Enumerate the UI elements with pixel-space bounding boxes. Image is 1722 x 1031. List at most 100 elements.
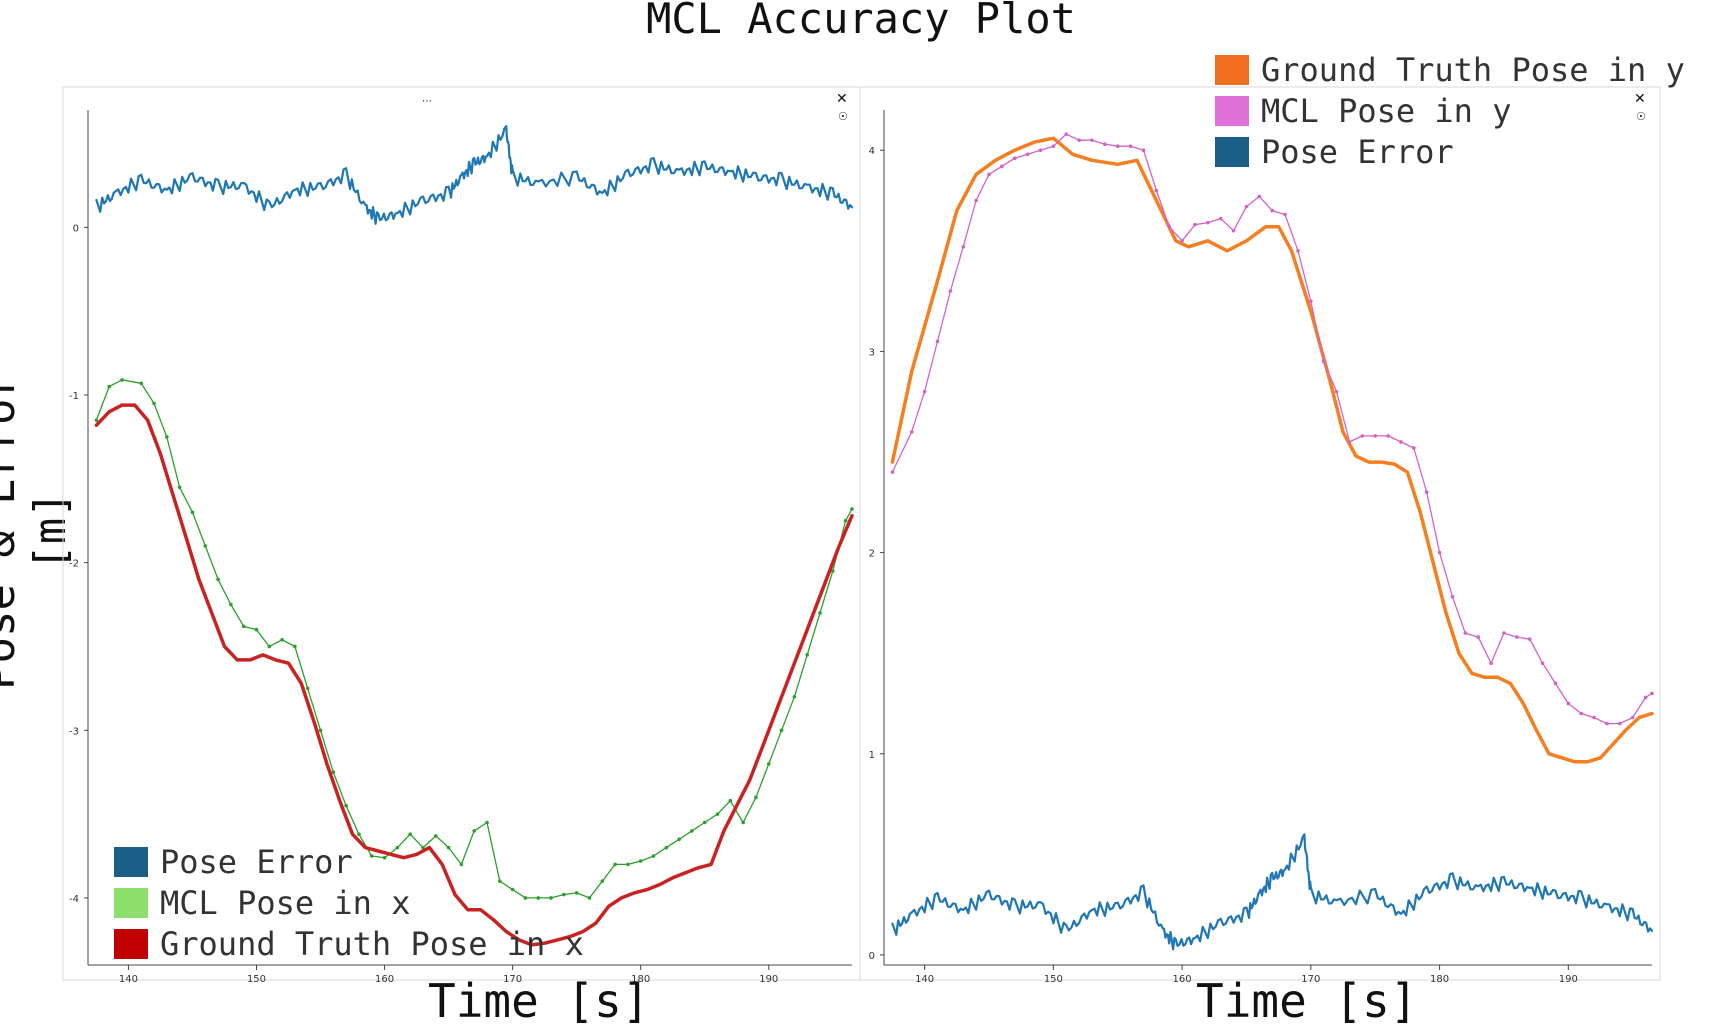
legend-label: Pose Error	[1261, 132, 1454, 171]
right-legend: Ground Truth Pose in y MCL Pose in y Pos…	[1215, 49, 1685, 172]
data-point	[1012, 156, 1017, 161]
data-point	[638, 859, 643, 863]
data-point	[850, 507, 854, 511]
data-point	[190, 510, 195, 515]
data-point	[1643, 695, 1648, 700]
data-point	[1103, 142, 1107, 146]
data-point	[1000, 164, 1004, 169]
legend-label: Pose Error	[160, 842, 353, 881]
x-tick-label: 140	[119, 974, 138, 985]
data-point	[1115, 144, 1120, 149]
data-point	[1244, 204, 1249, 209]
legend-label: Ground Truth Pose in y	[1261, 50, 1685, 89]
data-point	[1412, 446, 1416, 450]
data-point	[94, 418, 99, 422]
y-tick-label: -4	[69, 894, 79, 905]
data-point	[922, 389, 927, 394]
data-point	[1321, 359, 1326, 364]
legend-item: Ground Truth Pose in y	[1215, 49, 1685, 90]
left-close-icon[interactable]: ✕	[836, 91, 848, 107]
data-point	[549, 896, 553, 900]
right-panel-frame	[859, 86, 1661, 981]
series-line-pose-error	[95, 125, 854, 225]
data-point	[1296, 249, 1300, 253]
data-point	[974, 198, 978, 203]
data-point	[267, 644, 272, 649]
data-point	[395, 845, 400, 850]
legend-item: Pose Error	[1215, 131, 1685, 172]
y-tick-label: 0	[869, 951, 875, 962]
legend-swatch	[114, 887, 148, 918]
data-point	[1180, 238, 1184, 243]
data-point	[754, 795, 758, 800]
x-tick-label: 140	[915, 974, 934, 985]
data-point	[664, 845, 669, 850]
data-point	[1231, 228, 1236, 233]
y-tick-label: -3	[69, 726, 79, 737]
right-close-icon[interactable]: ✕	[1634, 91, 1646, 107]
data-point	[1064, 132, 1069, 136]
legend-label: MCL Pose in x	[160, 883, 411, 922]
data-point	[1193, 222, 1197, 227]
x-tick-label: 170	[1301, 974, 1320, 985]
x-tick-label: 160	[1173, 974, 1192, 985]
data-point	[280, 637, 284, 642]
legend-item: MCL Pose in y	[1215, 90, 1685, 131]
data-point	[1167, 224, 1172, 229]
data-point	[254, 627, 259, 632]
x-tick-label: 150	[1044, 974, 1063, 985]
data-point	[987, 172, 991, 177]
data-point	[177, 485, 182, 490]
data-point	[562, 892, 566, 897]
data-point	[536, 896, 541, 900]
data-point	[1025, 152, 1030, 157]
data-point	[766, 762, 771, 766]
legend-swatch	[1215, 95, 1249, 126]
legend-item: Ground Truth Pose in x	[114, 923, 584, 964]
data-point	[587, 896, 592, 900]
data-point	[702, 820, 707, 825]
series-line-ground-truth-pose-in-y	[890, 136, 1654, 764]
data-point	[1373, 434, 1378, 438]
data-point	[1527, 637, 1532, 641]
chart-title: MCL Accuracy Plot	[646, 0, 1076, 43]
right-gear-icon[interactable]: ☉	[1636, 110, 1646, 123]
data-point	[626, 862, 630, 867]
data-point	[1553, 681, 1558, 686]
data-point	[677, 837, 681, 842]
data-point	[1437, 550, 1442, 555]
right-ticks: 140 150 160 170 180 190 0 1 2 3 4	[869, 146, 1578, 985]
x-tick-label: 170	[503, 974, 522, 985]
legend-label: MCL Pose in y	[1261, 91, 1512, 130]
data-point	[408, 832, 412, 837]
data-point	[574, 891, 579, 895]
data-point	[779, 728, 784, 733]
legend-swatch	[1215, 136, 1249, 167]
left-menu-icon[interactable]: ⋯	[422, 96, 432, 107]
data-point	[1051, 144, 1056, 149]
data-point	[1141, 148, 1146, 153]
legend-item: Pose Error	[114, 841, 584, 882]
data-point	[1386, 434, 1390, 438]
legend-swatch	[114, 928, 148, 959]
y-tick-label: 4	[869, 146, 875, 157]
data-point	[1502, 631, 1506, 635]
data-point	[305, 686, 310, 691]
x-tick-label: 150	[247, 974, 266, 985]
data-point	[890, 470, 895, 474]
data-point	[1154, 188, 1159, 193]
x-tick-label: 160	[375, 974, 394, 985]
legend-swatch	[114, 846, 148, 877]
data-point	[357, 832, 361, 837]
data-point	[120, 378, 124, 382]
data-point	[613, 862, 617, 867]
data-point	[1334, 389, 1339, 394]
data-point	[1347, 440, 1352, 444]
left-legend: Pose Error MCL Pose in x Ground Truth Po…	[114, 841, 584, 964]
left-gear-icon[interactable]: ☉	[838, 110, 848, 123]
data-point	[1579, 711, 1583, 716]
data-point	[818, 611, 822, 615]
data-point	[1128, 144, 1133, 149]
data-point	[935, 339, 940, 344]
